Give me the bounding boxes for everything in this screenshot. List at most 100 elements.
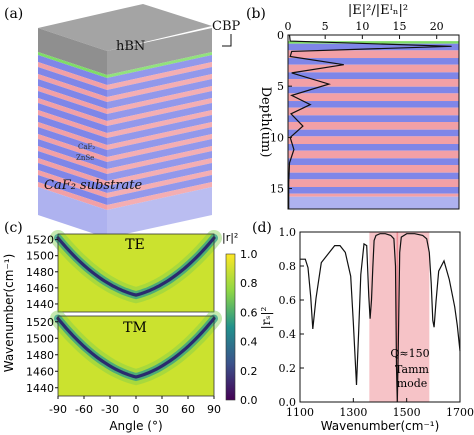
side-layer [107,115,212,145]
cbp-layer-band [288,41,459,44]
reflectance-curve [300,233,461,403]
front-layer [38,187,107,238]
x-tick-label: 90 [207,403,221,416]
stack-layer-band [288,43,459,51]
colorbar-tick-label: 1.0 [240,248,258,261]
panel-b-top-ticks: 0 5 10 15 20 [285,20,444,39]
panel-b-ylabel: Depth(um) [258,87,273,158]
stack-layer-band [288,79,459,87]
x-tick-label: -30 [101,403,119,416]
y-tick-label: 1480 [26,349,54,362]
heatmap-tm [50,310,222,397]
stack-layer-band [288,58,459,65]
stack-layer-band [288,93,459,102]
panel-d: (d) 1.00.80.60.40.20.0 1100 1300 1500 1700 … [252,220,474,433]
panel-b-frame [287,34,460,210]
panel-b: (b) |E|²/|Eᴵₙ|² 0 5 10 15 20 0 5 10 15 Depth(um… [246,3,460,210]
panel-b-left-ticks: 0 5 10 15 [270,29,292,196]
stack-layer-band [288,101,459,108]
top-tick-label: 5 [322,20,329,33]
panel-d-y-ticks: 1.0 0.8 0.6 0.4 0.2 0.0 [279,226,304,409]
side-layer [107,74,212,102]
stack-layer-band [288,172,459,180]
hbn-layer-band [288,35,459,42]
top-tick-label: 0 [285,20,292,33]
side-layer [107,139,212,169]
y-tick-label: 1520 [26,316,54,329]
y-tick-label: 1460 [26,365,54,378]
znse-layer-label: ZnSe [76,154,94,162]
front-layer [38,115,107,145]
panel-d-label: (d) [252,220,272,236]
y-tick-label: 0.0 [279,396,297,409]
side-layer [107,175,212,205]
te-label: TE [125,237,145,253]
stack-layer-band [288,136,459,145]
stack-layer-band [288,150,459,159]
hbn-top-face [38,4,212,51]
side-layer [107,182,212,210]
front-layer [38,55,107,85]
left-tick-label: 10 [270,131,284,144]
heatmap-background [58,316,214,396]
stack-layer-band [288,193,459,197]
panel-b-layers [288,35,459,209]
y-tick-label: 1440 [26,298,54,311]
colorbar-tick-label: 0.0 [240,394,258,407]
stack-layer-band [288,50,459,59]
x-tick-label: 0 [133,403,140,416]
stack-layer-band [288,164,459,173]
side-layer [107,55,212,85]
y-tick-label: 0.6 [279,294,297,307]
front-layer [38,67,107,97]
y-tick-label: 1.0 [279,226,297,239]
front-layer [38,134,107,162]
mode-label: mode [397,377,428,390]
panel-d-xlabel: Wavenumber(cm⁻¹) [321,419,440,433]
colorbar [225,253,236,401]
tm-label: TM [123,320,147,336]
stack-layer-band [288,72,459,80]
stack-layer-band [288,115,459,122]
ridge-line [56,236,216,297]
top-tick-label: 10 [355,20,369,33]
panel-c: (c) TE TM 1520 1520 1500 1500 1480 1480 1460 14… [2,220,258,433]
substrate-band [288,196,459,209]
front-layer [38,127,107,157]
colorbar-ticks: 1.0 0.8 0.6 0.4 0.2 0.0 [240,248,258,407]
x-tick-label: 30 [155,403,169,416]
panel-a: (a) hBN CBP CaF₂ ZnSe CaF₂ substrate [4,4,241,238]
x-tick-label: 1700 [446,406,474,419]
stack-layer-band [288,107,459,116]
hbn-label: hBN [116,39,145,54]
panel-d-ylabel: |rₛ|² [259,306,273,329]
side-layer [107,187,212,238]
q-factor-label: Q≈150 [390,347,429,360]
y-tick-label: 0.4 [279,328,297,341]
stack-layer-band [288,86,459,94]
front-layer [38,122,107,150]
front-layer [38,52,107,78]
side-layer [107,103,212,133]
stack-layer-band [288,186,459,194]
cbp-pointer-line [222,34,232,47]
front-layer [38,98,107,126]
front-layer [38,79,107,109]
left-tick-label: 15 [270,183,284,196]
front-layer [38,74,107,102]
y-tick-label: 1460 [26,282,54,295]
side-layer [107,158,212,186]
front-layer [38,110,107,138]
panel-c-x-ticks: -90 -60 -30 0 30 60 90 [49,396,221,416]
left-tick-label: 5 [277,80,284,93]
front-layer [38,91,107,121]
stack-layer-band [288,64,459,73]
x-tick-label: -60 [75,403,93,416]
top-tick-label: 15 [393,20,407,33]
side-layer [107,122,212,150]
colorbar-title: |r|² [222,231,238,244]
side-layer [107,163,212,193]
y-tick-label: 0.8 [279,260,297,273]
x-tick-label: 1300 [339,406,367,419]
